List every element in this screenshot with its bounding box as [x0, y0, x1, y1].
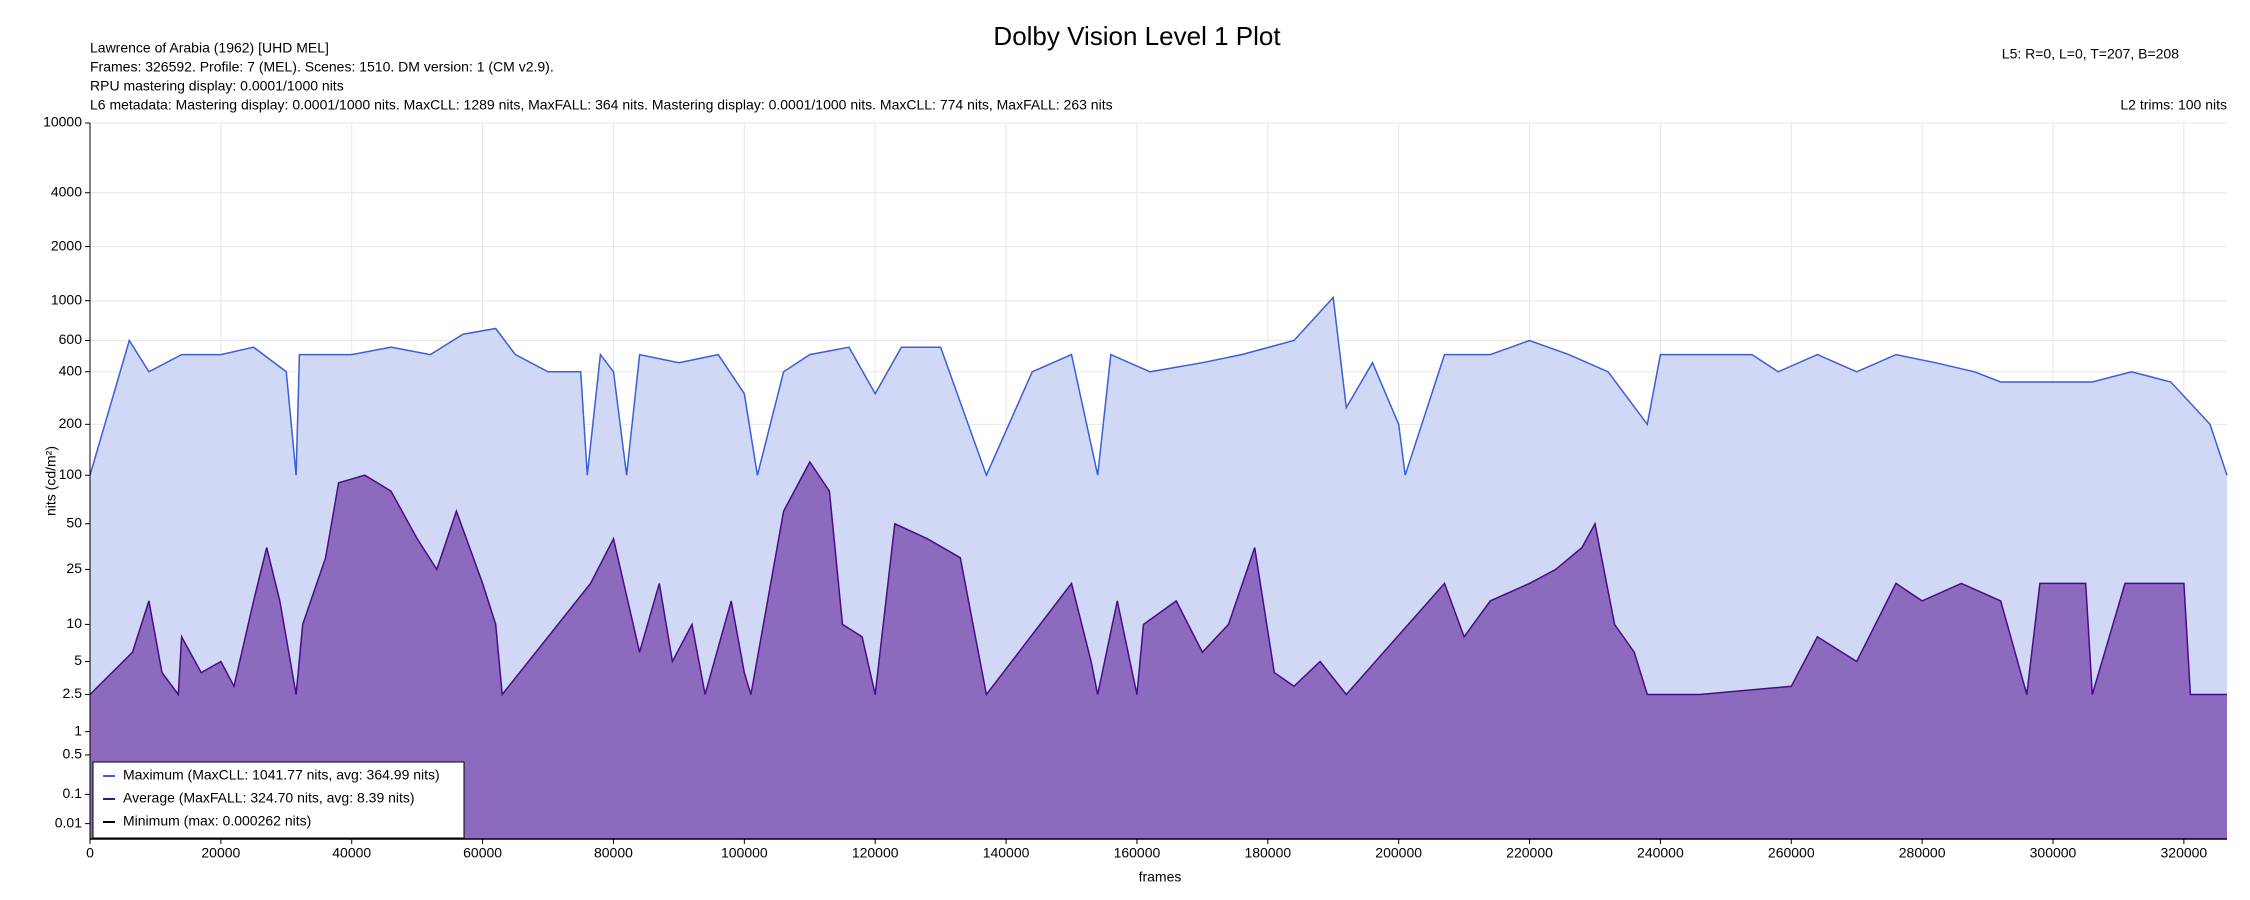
- y-tick-label: 50: [66, 514, 82, 530]
- x-tick-label: 100000: [721, 845, 768, 861]
- x-tick-label: 160000: [1114, 845, 1161, 861]
- x-tick-label: 260000: [1768, 845, 1815, 861]
- legend-label: Average (MaxFALL: 324.70 nits, avg: 8.39…: [123, 790, 415, 806]
- y-tick-label: 0.1: [63, 785, 83, 801]
- x-tick-label: 20000: [201, 845, 240, 861]
- y-tick-label: 10000: [43, 114, 82, 130]
- info-line: Frames: 326592. Profile: 7 (MEL). Scenes…: [90, 59, 554, 75]
- y-tick-label: 0.5: [63, 746, 83, 762]
- legend-label: Minimum (max: 0.000262 nits): [123, 813, 311, 829]
- x-tick-label: 0: [86, 845, 94, 861]
- y-tick-label: 4000: [51, 183, 82, 199]
- x-tick-label: 220000: [1506, 845, 1553, 861]
- legend: Maximum (MaxCLL: 1041.77 nits, avg: 364.…: [92, 761, 465, 839]
- info-line: L6 metadata: Mastering display: 0.0001/1…: [90, 97, 1113, 113]
- x-tick-label: 240000: [1637, 845, 1684, 861]
- l5-info: L5: R=0, L=0, T=207, B=208: [2002, 46, 2179, 62]
- info-line: Lawrence of Arabia (1962) [UHD MEL]: [90, 40, 329, 56]
- y-tick-label: 600: [59, 331, 83, 347]
- y-tick-label: 1: [74, 722, 82, 738]
- y-tick-label: 200: [59, 415, 83, 431]
- chart-title: Dolby Vision Level 1 Plot: [993, 21, 1281, 51]
- series-line: [89, 295, 2228, 478]
- x-tick-label: 120000: [852, 845, 899, 861]
- x-axis-label: frames: [1139, 869, 1182, 885]
- legend-label: Maximum (MaxCLL: 1041.77 nits, avg: 364.…: [123, 767, 440, 783]
- x-tick-label: 140000: [983, 845, 1030, 861]
- x-tick-label: 320000: [2161, 845, 2208, 861]
- x-tick-label: 200000: [1375, 845, 1422, 861]
- x-tick-label: 60000: [463, 845, 502, 861]
- series-line: [89, 460, 2227, 697]
- y-tick-label: 2000: [51, 237, 82, 253]
- x-tick-label: 280000: [1899, 845, 1946, 861]
- y-tick-label: 100: [59, 466, 83, 482]
- y-tick-label: 25: [66, 560, 82, 576]
- y-axis-label: nits (cd/m²): [43, 446, 59, 516]
- x-tick-label: 180000: [1244, 845, 1291, 861]
- y-tick-label: 400: [59, 362, 83, 378]
- y-tick-label: 1000: [51, 291, 82, 307]
- y-tick-label: 5: [74, 652, 82, 668]
- info-line: RPU mastering display: 0.0001/1000 nits: [90, 78, 344, 94]
- x-tick-label: 40000: [332, 845, 371, 861]
- x-tick-label: 80000: [594, 845, 633, 861]
- y-tick-label: 2.5: [63, 685, 83, 701]
- l2-info: L2 trims: 100 nits: [2120, 97, 2227, 113]
- x-tick-label: 300000: [2030, 845, 2077, 861]
- y-tick-label: 10: [66, 615, 82, 631]
- y-tick-label: 0.01: [55, 814, 82, 830]
- legend-box: [92, 761, 465, 839]
- area: [90, 462, 2227, 839]
